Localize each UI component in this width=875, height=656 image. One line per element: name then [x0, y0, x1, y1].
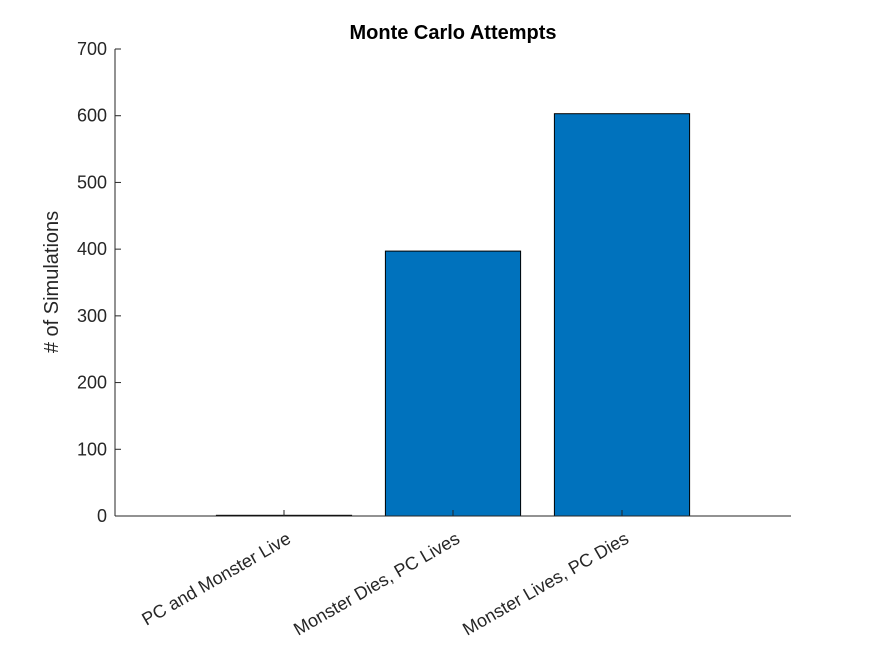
y-tick-label: 500 [77, 172, 107, 192]
y-tick-label: 600 [77, 106, 107, 126]
x-tick-label: Monster Lives, PC Dies [459, 528, 632, 639]
bars-group [215, 113, 691, 517]
x-tick-label: Monster Dies, PC Lives [290, 528, 463, 639]
y-axis-ticks: 0 100 200 300 400 500 600 700 [77, 39, 121, 526]
y-tick-label: 700 [77, 39, 107, 59]
y-tick-label: 100 [77, 439, 107, 459]
y-axis-label: # of Simulations [41, 211, 63, 353]
bar-1 [384, 250, 522, 517]
y-tick-label: 0 [97, 506, 107, 526]
bar-2 [553, 113, 691, 517]
y-tick-label: 400 [77, 239, 107, 259]
y-tick-label: 200 [77, 373, 107, 393]
x-tick-label: PC and Monster Live [138, 528, 294, 629]
y-tick-label: 300 [77, 306, 107, 326]
chart-title: Monte Carlo Attempts [349, 22, 556, 44]
